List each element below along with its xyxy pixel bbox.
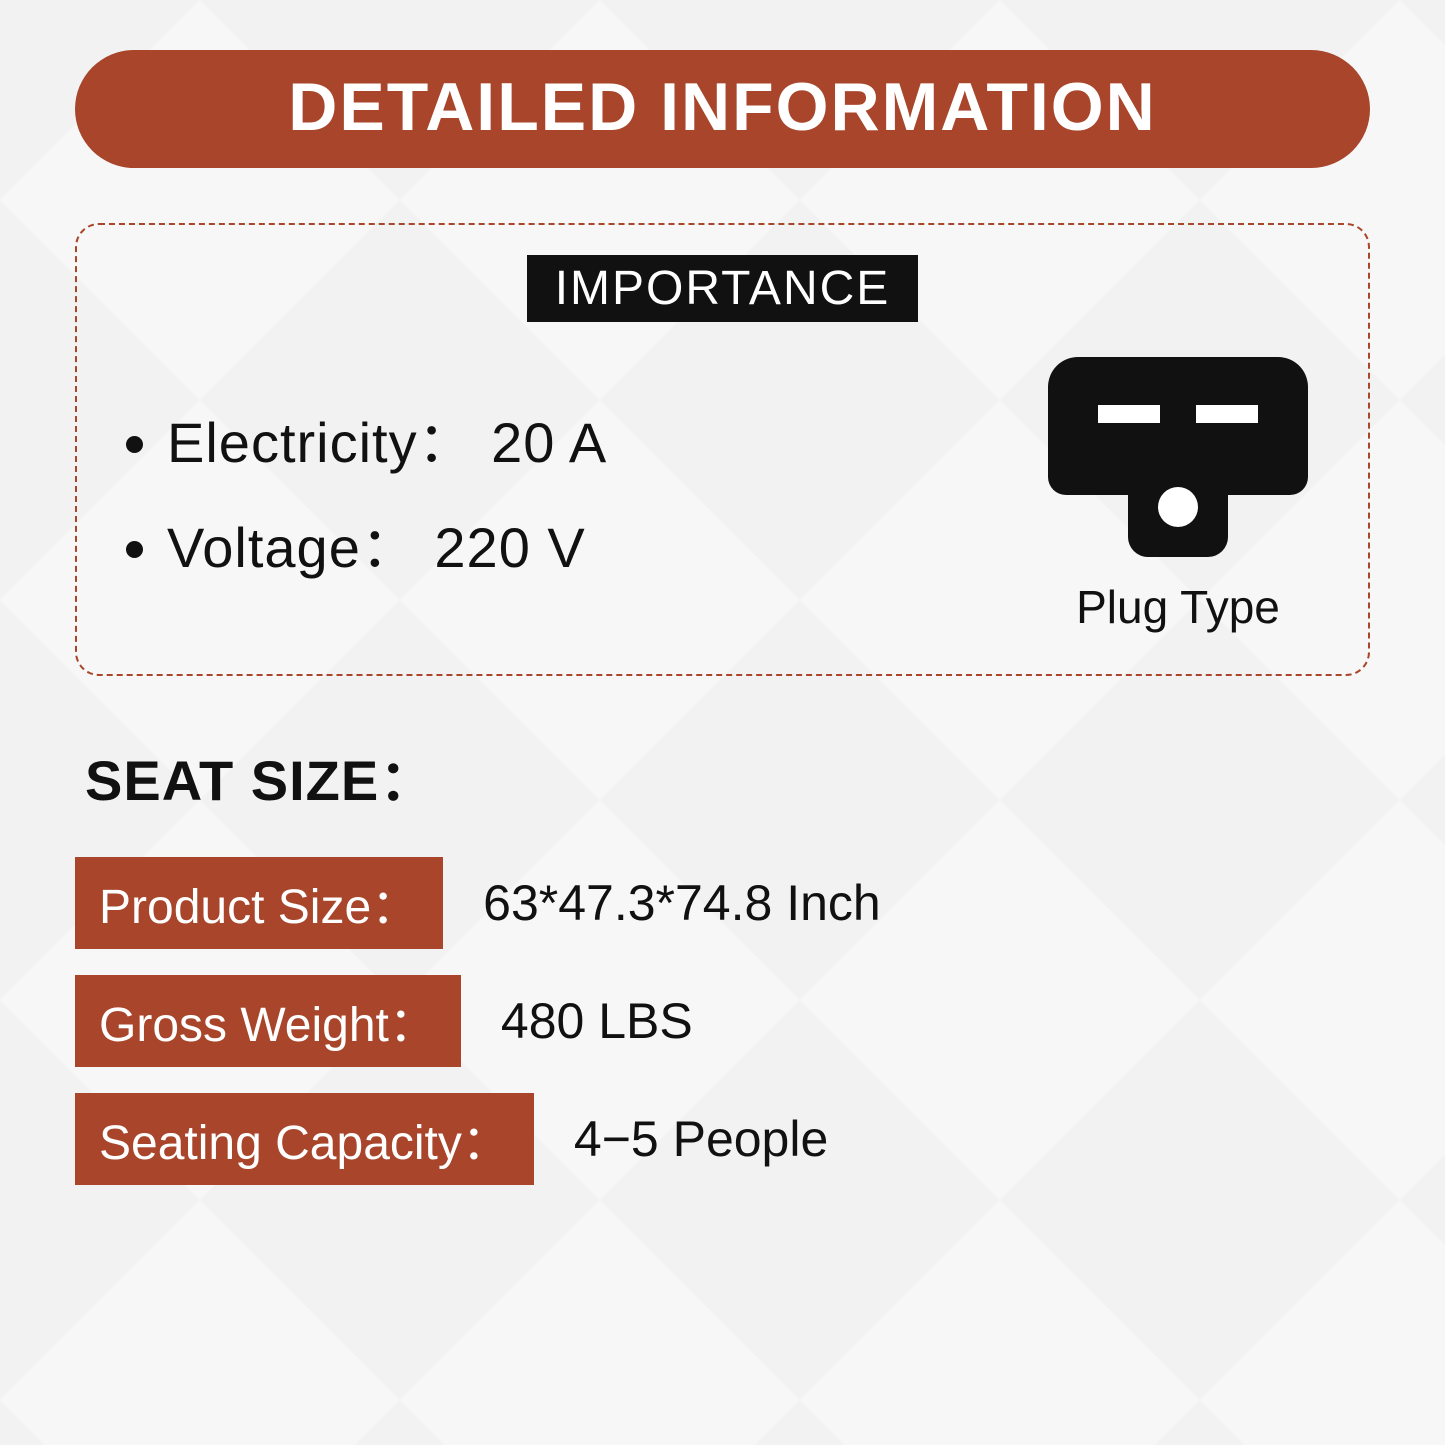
importance-box: IMPORTANCE Electricity： 20 A Voltage： 22… xyxy=(75,223,1370,676)
spec-row-gross-weight: Gross Weight： 480 LBS xyxy=(75,975,1370,1067)
importance-bullets: Electricity： 20 A Voltage： 220 V xyxy=(117,389,607,603)
spec-label: Seating Capacity： xyxy=(75,1093,534,1185)
spec-value: 480 LBS xyxy=(501,992,693,1050)
importance-row: Electricity： 20 A Voltage： 220 V Plug Ty… xyxy=(117,357,1328,634)
plug-icon xyxy=(1048,357,1308,557)
spec-value: 4−5 People xyxy=(574,1110,828,1168)
title-pill: DETAILED INFORMATION xyxy=(75,50,1370,168)
bullet-electricity: Electricity： 20 A xyxy=(167,393,607,494)
bullet-label: Electricity xyxy=(167,411,418,474)
spec-row-seating-capacity: Seating Capacity： 4−5 People xyxy=(75,1093,1370,1185)
spec-value: 63*47.3*74.8 Inch xyxy=(483,874,881,932)
plug-column: Plug Type xyxy=(1048,357,1328,634)
seat-size-heading: SEAT SIZE： xyxy=(85,736,1370,817)
bullet-value: 220 V xyxy=(434,516,585,579)
importance-badge: IMPORTANCE xyxy=(527,255,919,322)
spec-rows: Product Size： 63*47.3*74.8 Inch Gross We… xyxy=(75,857,1370,1185)
spec-row-product-size: Product Size： 63*47.3*74.8 Inch xyxy=(75,857,1370,949)
plug-type-label: Plug Type xyxy=(1048,580,1308,634)
spec-label: Gross Weight： xyxy=(75,975,461,1067)
bullet-value: 20 A xyxy=(491,411,607,474)
bullet-voltage: Voltage： 220 V xyxy=(167,498,607,599)
bullet-label: Voltage xyxy=(167,516,361,579)
spec-label: Product Size： xyxy=(75,857,443,949)
